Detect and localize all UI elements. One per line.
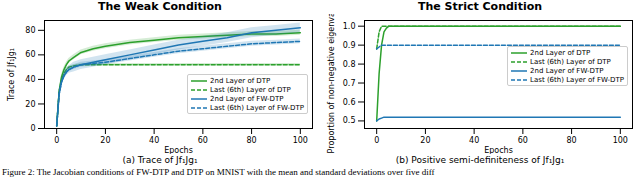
svg-text:60: 60 (198, 136, 208, 145)
svg-text:100: 100 (293, 136, 308, 145)
svg-text:0: 0 (30, 124, 35, 133)
html-text:Last (6th) Layer of FW-DTP: Last (6th) Layer of FW-DTP (210, 103, 304, 112)
svg-text:60: 60 (518, 136, 528, 145)
svg-text:40: 40 (25, 75, 35, 84)
svg-text:40: 40 (149, 136, 159, 145)
html-text:Last (6th) Layer of DTP: Last (6th) Layer of DTP (530, 57, 611, 66)
html-text:Last (6th) Layer of FW-DTP: Last (6th) Layer of FW-DTP (530, 75, 624, 84)
html-text:2nd Layer of FW-DTP: 2nd Layer of FW-DTP (530, 66, 604, 75)
svg-text:Epochs: Epochs (484, 146, 513, 155)
html-text:2nd Layer of DTP: 2nd Layer of DTP (530, 48, 591, 57)
html-text:(b) Positive semi-definiteness: (b) Positive semi-definiteness of Jf₁Jg₁ (395, 155, 565, 165)
svg-text:20: 20 (25, 100, 35, 109)
html-text:The Weak Condition: The Weak Condition (98, 0, 222, 13)
svg-text:Trace of Jf₁Jg₁: Trace of Jf₁Jg₁ (7, 48, 16, 102)
svg-text:1.0: 1.0 (343, 22, 356, 31)
svg-text:0.7: 0.7 (343, 79, 356, 88)
svg-text:20: 20 (420, 136, 430, 145)
svg-text:100: 100 (613, 136, 628, 145)
svg-text:Proportion of non-negative eig: Proportion of non-negative eigenvalues (327, 14, 336, 153)
svg-text:80: 80 (246, 136, 256, 145)
svg-text:Epochs: Epochs (164, 146, 193, 155)
svg-text:0: 0 (54, 136, 59, 145)
html-text:2nd Layer of DTP: 2nd Layer of DTP (210, 76, 271, 85)
svg-text:40: 40 (469, 136, 479, 145)
svg-text:0.8: 0.8 (343, 60, 356, 69)
html-text:The Strict Condition: The Strict Condition (417, 0, 543, 13)
svg-text:80: 80 (25, 26, 35, 35)
svg-text:0.6: 0.6 (343, 98, 356, 107)
svg-text:0.9: 0.9 (343, 41, 356, 50)
html-text:Last (6th) Layer of DTP: Last (6th) Layer of DTP (210, 85, 291, 94)
html-text:(a) Trace of Jf₁Jg₁: (a) Trace of Jf₁Jg₁ (122, 155, 198, 165)
html-text:Figure 2: The Jacobian conditi: Figure 2: The Jacobian conditions of FW-… (2, 167, 435, 177)
html-text:2nd Layer of FW-DTP: 2nd Layer of FW-DTP (210, 94, 284, 103)
svg-text:0: 0 (374, 136, 379, 145)
svg-text:20: 20 (100, 136, 110, 145)
svg-text:80: 80 (566, 136, 576, 145)
svg-text:60: 60 (25, 50, 35, 59)
svg-text:0.5: 0.5 (343, 116, 356, 125)
